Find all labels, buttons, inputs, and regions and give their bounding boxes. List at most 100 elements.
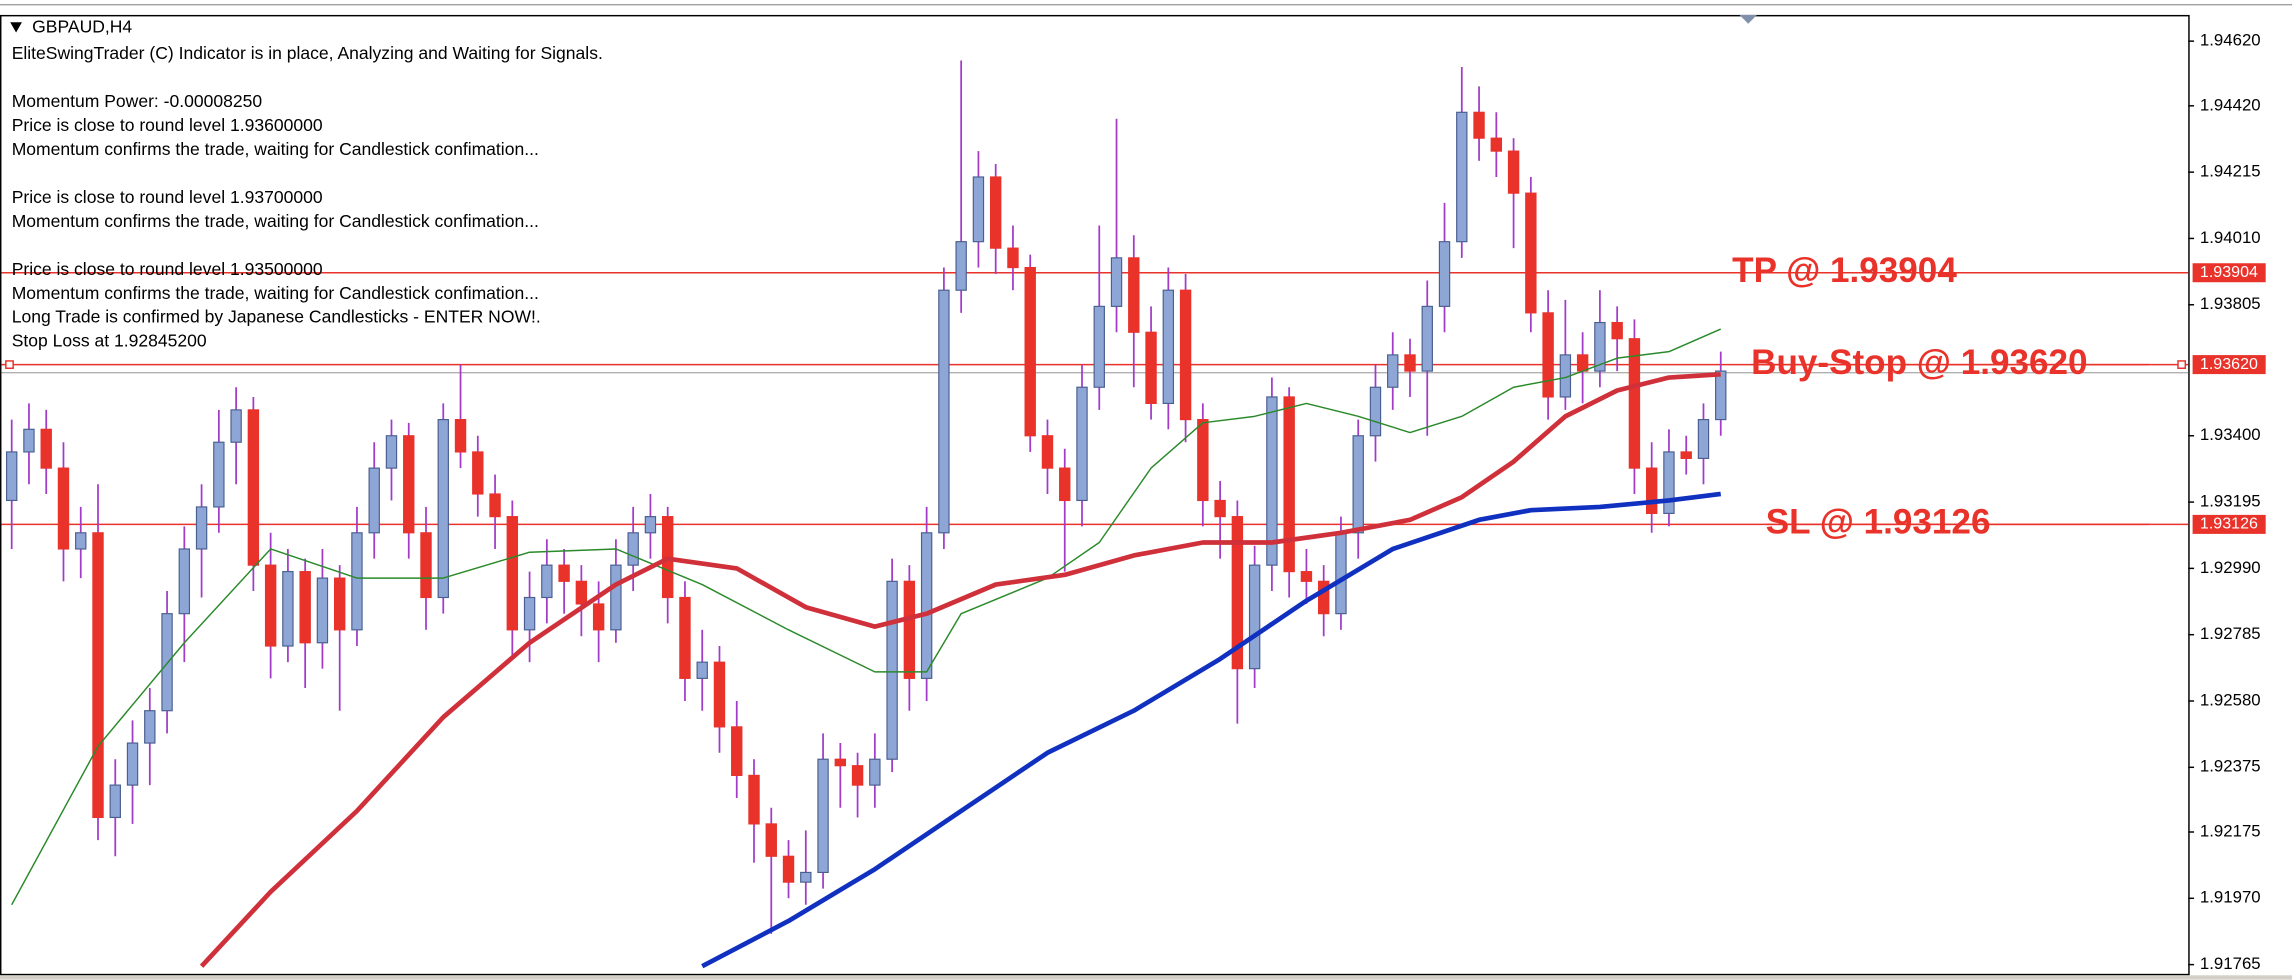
level-annotation: Buy-Stop @ 1.93620: [1751, 343, 2087, 382]
bear-candle-body: [247, 409, 260, 566]
level-label-box: [2192, 355, 2266, 375]
bear-candle-body: [454, 419, 467, 453]
bear-candle-body: [713, 661, 726, 728]
bull-candle-body: [1387, 354, 1399, 388]
info-line: Momentum confirms the trade, waiting for…: [12, 283, 539, 303]
y-tick-label: 1.94420: [2200, 95, 2261, 114]
bull-candle-body: [1335, 532, 1347, 615]
bear-candle-body: [1317, 580, 1330, 615]
bull-candle-body: [178, 548, 191, 615]
y-tick-label: 1.92785: [2200, 624, 2261, 643]
bull-candle-body: [351, 532, 363, 631]
moving-average: [701, 491, 1722, 969]
bull-candle-body: [1663, 451, 1675, 514]
y-tick-label: 1.93805: [2200, 294, 2261, 313]
bear-candle-body: [1179, 289, 1192, 421]
bull-candle-body: [368, 467, 380, 534]
bear-candle-body: [1283, 396, 1295, 573]
bear-candle-body: [40, 428, 52, 469]
bull-candle-body: [161, 613, 173, 712]
bull-candle-body: [1352, 435, 1364, 534]
bear-candle-body: [472, 451, 484, 495]
bull-candle-body: [1438, 241, 1451, 307]
level-handle: [5, 360, 14, 369]
bull-candle-body: [920, 532, 933, 679]
bear-candle-body: [1231, 516, 1244, 670]
bull-candle-body: [938, 289, 950, 534]
bear-candle-body: [1490, 137, 1503, 152]
bull-candle-body: [610, 564, 622, 631]
info-line: Price is close to round level 1.93700000: [12, 187, 323, 207]
bull-candle-body: [644, 516, 657, 534]
level-label: 1.93904: [2200, 263, 2258, 281]
bull-candle-body: [869, 758, 881, 786]
info-line: Price is close to round level 1.93500000: [12, 259, 323, 279]
level-label: 1.93126: [2200, 515, 2258, 533]
bull-candle-body: [1369, 386, 1382, 437]
bull-candle-body: [1162, 289, 1175, 404]
bear-candle-body: [1214, 499, 1226, 518]
bear-candle-body: [1473, 111, 1485, 139]
bear-candle-body: [679, 596, 691, 679]
bull-candle-body: [1421, 305, 1433, 372]
bull-candle-body: [23, 428, 35, 453]
bull-candle-body: [1697, 419, 1710, 459]
bull-candle-body: [1110, 257, 1123, 307]
y-tick-label: 1.91765: [2200, 954, 2261, 973]
bull-candle-body: [1093, 305, 1105, 388]
bear-candle-body: [1059, 467, 1071, 502]
bear-candle-body: [1628, 338, 1641, 469]
bear-candle-body: [57, 467, 70, 550]
y-tick-label: 1.94010: [2200, 228, 2261, 247]
bear-candle-body: [506, 516, 519, 631]
info-line: Momentum Power: -0.00008250: [12, 91, 263, 111]
bull-candle-body: [385, 435, 398, 469]
overlay: 1.94620 1.94420 1.94215 1.94010 1.93805 1.934…: [5, 31, 2266, 973]
chart-title: GBPAUD,H4: [32, 17, 132, 37]
bear-candle-body: [1041, 435, 1054, 469]
bull-candle-body: [800, 871, 812, 883]
y-tick-label: 1.94620: [2200, 31, 2261, 50]
y-tick-label: 1.92990: [2200, 558, 2261, 577]
bear-candle-body: [834, 758, 847, 767]
bull-candle-body: [126, 742, 139, 786]
bear-candle-body: [420, 532, 432, 599]
bear-candle-body: [1611, 321, 1623, 340]
y-tick-label: 1.94215: [2200, 162, 2261, 181]
y-tick-label: 1.92580: [2200, 690, 2261, 709]
bear-candle-body: [989, 176, 1002, 249]
bear-candle-body: [489, 493, 501, 518]
bear-candle-body: [558, 564, 570, 582]
bear-candle-body: [1024, 266, 1036, 437]
bear-candle-body: [403, 435, 415, 534]
bull-candle-body: [144, 710, 156, 744]
info-line: Price is close to round level 1.93600000: [12, 115, 323, 135]
bear-candle-body: [264, 564, 277, 647]
bear-candle-body: [1145, 331, 1157, 404]
bull-candle-body: [541, 564, 553, 599]
info-line: Momentum confirms the trade, waiting for…: [12, 211, 539, 231]
bull-candle-body: [109, 784, 121, 819]
level-handle: [2177, 360, 2187, 369]
bear-candle-body: [92, 532, 104, 819]
bear-candle-body: [1680, 451, 1692, 459]
level-annotation: SL @ 1.93126: [1766, 503, 1991, 542]
bull-candle-body: [955, 241, 967, 291]
y-tick-label: 1.92375: [2200, 757, 2261, 776]
level-label-box: [2192, 514, 2266, 534]
bear-candle-body: [1576, 354, 1589, 372]
bull-candle-body: [230, 409, 242, 443]
y-tick-label: 1.92175: [2200, 821, 2261, 840]
bull-candle-body: [1248, 564, 1261, 670]
bear-candle-body: [731, 726, 743, 776]
level-annotation: TP @ 1.93904: [1732, 251, 1957, 290]
bottom-bar: [0, 975, 2292, 980]
bull-candle-body: [1715, 370, 1727, 421]
bear-candle-body: [1007, 247, 1019, 269]
y-tick-label: 1.93195: [2200, 492, 2261, 511]
bear-candle-body: [1542, 312, 1554, 398]
bull-candle-body: [316, 577, 329, 644]
